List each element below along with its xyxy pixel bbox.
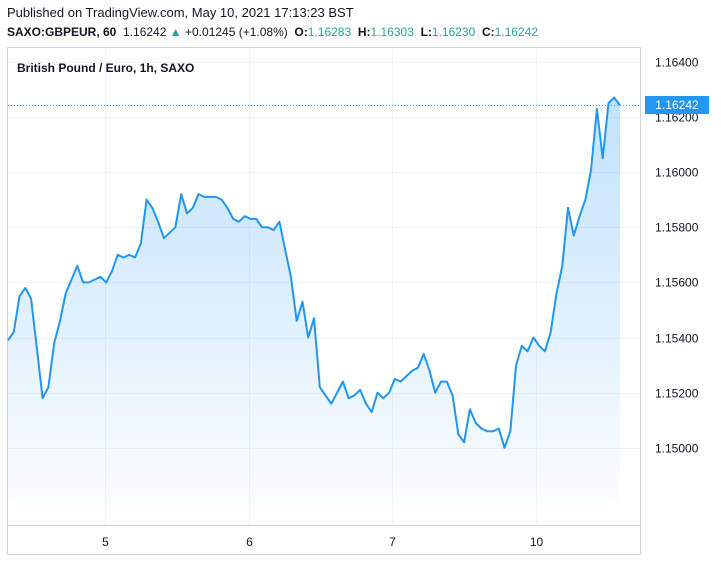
close-label: C:	[481, 25, 495, 39]
price-area-fill	[8, 97, 620, 500]
close-value: 1.16242	[494, 25, 539, 39]
y-tick-label: 1.16400	[655, 56, 699, 70]
up-arrow-icon: ▲	[169, 25, 182, 39]
published-caption: Published on TradingView.com, May 10, 20…	[7, 5, 354, 20]
x-tick-label: 5	[102, 535, 109, 549]
x-tick-label: 10	[530, 535, 544, 549]
y-tick-label: 1.15400	[655, 332, 699, 346]
y-tick-label: 1.15000	[655, 442, 699, 456]
symbol-label: SAXO:GBPEUR, 60	[7, 25, 117, 39]
high-value: 1.16303	[370, 25, 414, 39]
open-value: 1.16283	[307, 25, 352, 39]
low-value: 1.16230	[431, 25, 476, 39]
x-tick-label: 7	[389, 535, 396, 549]
high-label: H:	[357, 25, 371, 39]
low-label: L:	[420, 25, 432, 39]
chart-title: British Pound / Euro, 1h, SAXO	[17, 61, 195, 75]
open-label: O:	[294, 25, 308, 39]
y-tick-label: 1.15200	[655, 387, 699, 401]
x-tick-label: 6	[246, 535, 253, 549]
symbol-info-bar: SAXO:GBPEUR, 60 1.16242 ▲ +0.01245 (+1.0…	[7, 25, 538, 39]
last-price-badge: 1.16242	[645, 96, 709, 115]
price-change: +0.01245 (+1.08%)	[185, 25, 288, 39]
y-tick-label: 1.15600	[655, 276, 699, 290]
y-tick-label: 1.15800	[655, 221, 699, 235]
y-tick-label: 1.16000	[655, 166, 699, 180]
price-line	[7, 96, 621, 449]
last-price: 1.16242	[123, 25, 167, 39]
